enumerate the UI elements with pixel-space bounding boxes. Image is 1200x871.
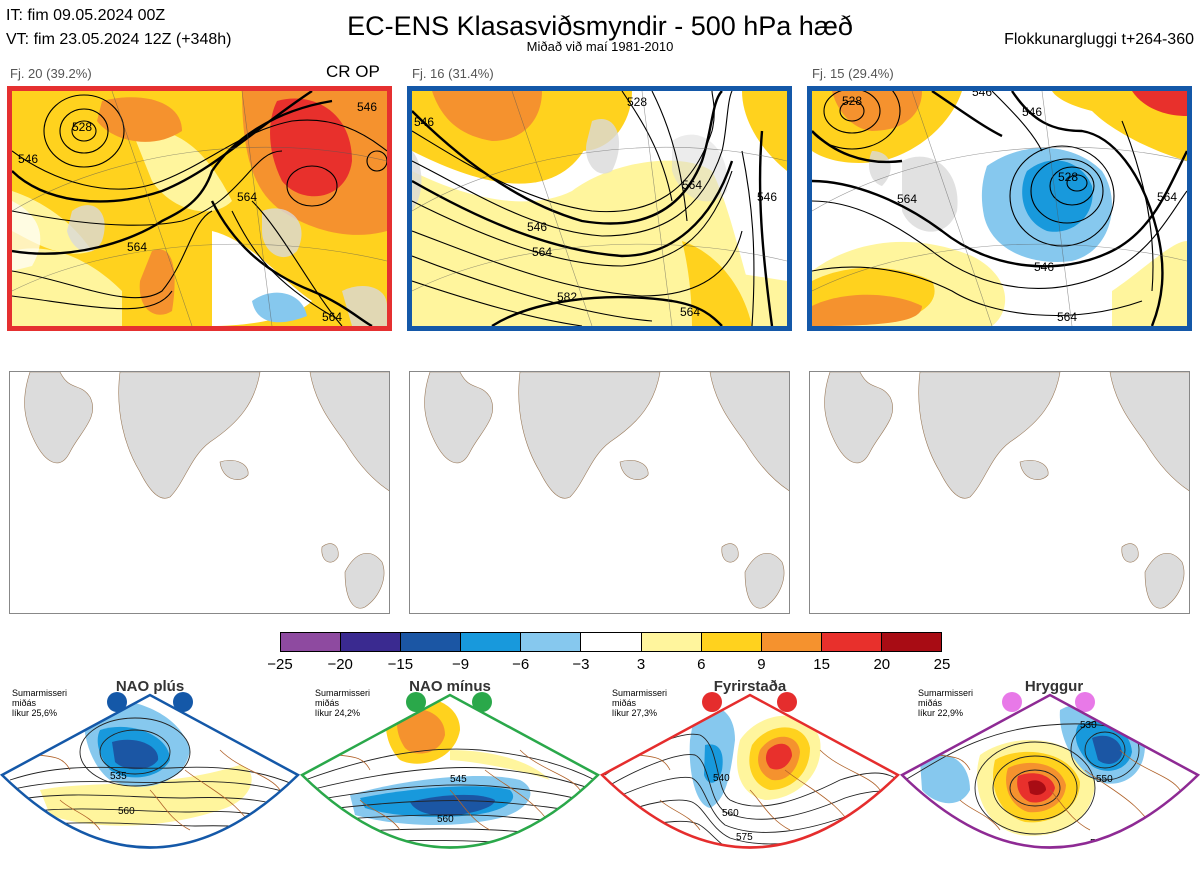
svg-text:546: 546 [972,91,992,99]
regime-2-note: Sumarmisseri miðás líkur 24,2% [315,688,371,718]
svg-text:564: 564 [322,310,342,324]
colorbar-swatch [281,633,342,651]
page-subtitle: Miðað við maí 1981-2010 [526,39,674,54]
colorbar-tick-label: 6 [697,656,706,673]
regime-1-title: NAO plús [115,678,185,695]
svg-text:564: 564 [127,240,147,254]
regime-1-map: 535 560 [0,693,300,849]
regime-2-marker-right [472,692,492,712]
cluster-map-1: 528 546 564 564 564 546 [7,86,392,331]
svg-text:528: 528 [627,95,647,109]
svg-text:546: 546 [1034,260,1054,274]
colorbar-tick-label: 15 [813,656,830,673]
svg-text:535: 535 [110,771,127,782]
colorbar-tick-label: −25 [267,656,293,673]
regime-2-title: NAO mínus [409,678,491,695]
regime-2-marker-left [406,692,426,712]
svg-text:530: 530 [1080,720,1097,731]
svg-text:564: 564 [680,305,700,319]
regime-3-title: Fyrirstaða [713,678,787,695]
svg-text:546: 546 [1022,105,1042,119]
svg-text:560: 560 [722,808,739,819]
svg-text:546: 546 [18,152,38,166]
colorbar-tick-label: −9 [451,656,470,673]
svg-text:546: 546 [357,100,377,114]
svg-text:560: 560 [118,806,135,817]
regime-2-map: 545 560 575 [300,693,600,861]
svg-text:582: 582 [557,290,577,304]
spread-map-3 [809,371,1190,614]
valid-time: VT: fim 23.05.2024 12Z (+348h) [6,31,232,48]
regime-1-marker-left [107,692,127,712]
regime-1-marker-right [173,692,193,712]
svg-text:560: 560 [437,814,454,825]
colorbar-swatch [401,633,462,651]
spread-map-2 [409,371,790,614]
cluster-1-tag: CR OP [326,62,380,81]
colorbar-swatch [761,633,822,651]
colorbar-swatch [521,633,582,651]
colorbar [280,632,942,652]
regime-4-marker-right [1075,692,1095,712]
regime-4-marker-left [1002,692,1022,712]
classification-window: Flokkunargluggi t+264-360 [1004,31,1194,48]
svg-text:575: 575 [448,850,465,861]
colorbar-tick-label: −20 [327,656,353,673]
regime-3-note: Sumarmisseri miðás líkur 27,3% [612,688,668,718]
regime-3-marker-right [777,692,797,712]
colorbar-tick-label: 25 [933,656,951,673]
svg-text:550: 550 [1096,774,1113,785]
svg-text:545: 545 [450,774,467,785]
regime-1-note: Sumarmisseri miðás líkur 25,6% [12,688,68,718]
svg-text:564: 564 [1157,190,1177,204]
colorbar-swatch [641,633,702,651]
svg-text:564: 564 [682,178,702,192]
svg-text:564: 564 [897,192,917,206]
page-title: EC-ENS Klasasviðsmyndir - 500 hPa hæð [347,11,853,41]
colorbar-tick-label: −15 [387,656,414,673]
svg-text:546: 546 [414,115,434,129]
svg-text:528: 528 [72,120,92,134]
spread-map-1 [9,371,390,614]
init-time: IT: fim 09.05.2024 00Z [6,7,166,24]
svg-text:564: 564 [532,245,552,259]
colorbar-tick-label: −6 [512,656,530,673]
colorbar-swatch [461,633,522,651]
regime-4-map: 530 550 575 [900,693,1200,849]
colorbar-tick-label: −3 [572,656,590,673]
svg-text:528: 528 [1058,170,1078,184]
regime-3-map: 540 560 575 [600,693,900,849]
colorbar-tick-label: 3 [636,656,646,673]
colorbar-swatch [821,633,882,651]
cluster-3-label: Fj. 15 (29.4%) [812,66,894,81]
colorbar-swatch [341,633,402,651]
regime-3-marker-left [702,692,722,712]
svg-text:546: 546 [757,190,777,204]
colorbar-tick-label: 20 [873,656,891,673]
svg-text:540: 540 [713,773,730,784]
regime-4-note: Sumarmisseri miðás líkur 22,9% [918,688,974,718]
cluster-map-3: 528 546 564 546 528 564 546 564 [807,86,1192,331]
svg-text:575: 575 [736,832,753,843]
svg-text:546: 546 [527,220,547,234]
colorbar-swatch [881,633,942,651]
svg-text:564: 564 [237,190,257,204]
colorbar-swatch [581,633,642,651]
colorbar-swatch [701,633,762,651]
regime-4-title: Hryggur [1024,678,1084,695]
cluster-1-label: Fj. 20 (39.2%) [10,66,92,81]
svg-text:528: 528 [842,94,862,108]
cluster-2-label: Fj. 16 (31.4%) [412,66,494,81]
colorbar-tick-label: 9 [757,656,766,673]
cluster-map-2: 546 546 564 582 528 564 546 564 [407,86,792,331]
svg-text:564: 564 [1057,310,1077,324]
